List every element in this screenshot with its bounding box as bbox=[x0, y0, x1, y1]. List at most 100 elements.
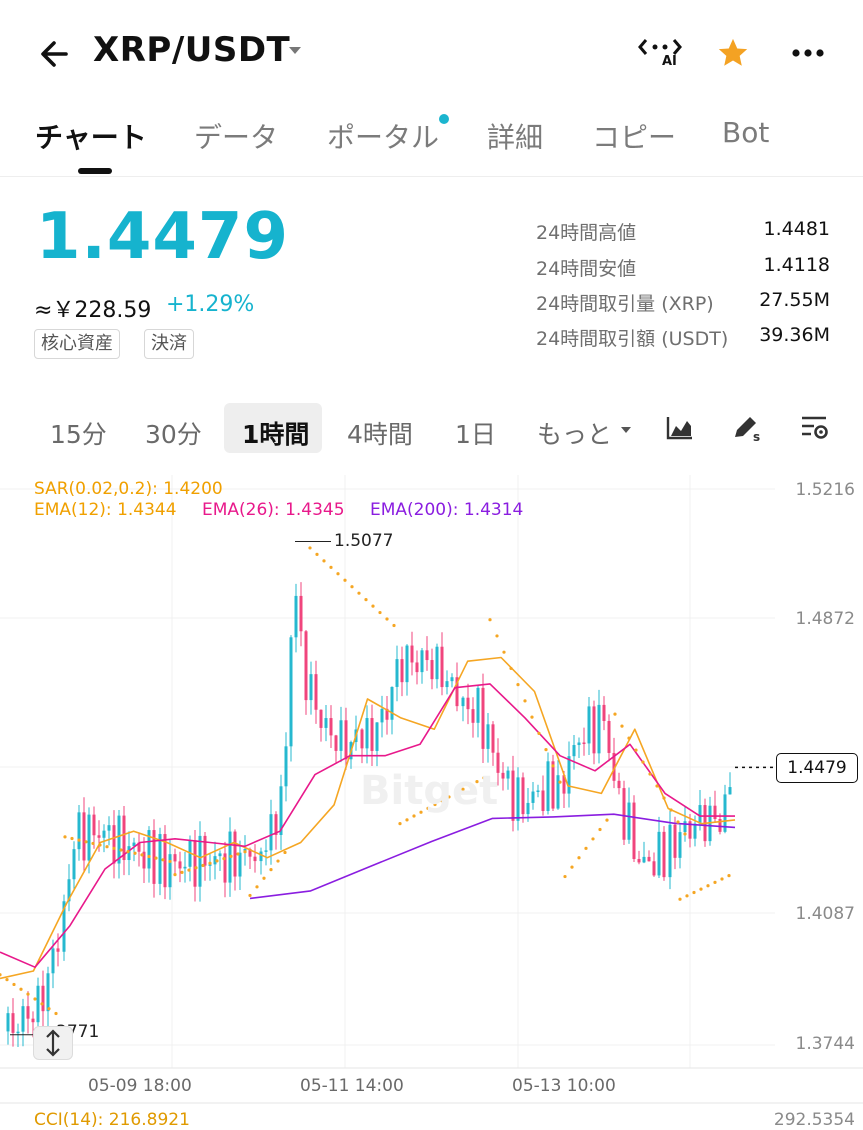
ema12-line bbox=[0, 656, 736, 980]
sar-dot bbox=[236, 852, 240, 856]
ai-assistant-icon[interactable]: AI bbox=[636, 36, 684, 72]
candle-body bbox=[476, 687, 480, 723]
candle-body bbox=[637, 859, 641, 863]
interval-more[interactable]: もっと bbox=[537, 420, 613, 449]
tab-details[interactable]: 詳細 bbox=[487, 121, 544, 154]
legend-sar: SAR(0.02,0.2): 1.4200 bbox=[34, 479, 223, 499]
sar-dot bbox=[12, 982, 16, 987]
sar-dot bbox=[147, 854, 151, 859]
trading-pair-title[interactable]: XRP/USDT bbox=[93, 30, 291, 70]
candle-body bbox=[390, 686, 394, 720]
sar-dot bbox=[371, 604, 375, 608]
sar-dot bbox=[570, 865, 574, 869]
candle-body bbox=[723, 794, 727, 832]
sar-dot bbox=[699, 887, 703, 891]
sar-dot bbox=[509, 666, 513, 671]
candle-body bbox=[652, 861, 656, 876]
interval-4h[interactable]: 4時間 bbox=[347, 420, 413, 449]
sar-dot bbox=[91, 841, 95, 846]
candle-body bbox=[592, 706, 596, 754]
candle-body bbox=[289, 637, 293, 747]
candle-body bbox=[117, 815, 121, 864]
candle-body bbox=[51, 948, 55, 974]
tab-chart[interactable]: チャート bbox=[35, 121, 147, 154]
tab-copy[interactable]: コピー bbox=[592, 121, 677, 154]
candle-body bbox=[582, 742, 586, 745]
sar-dot bbox=[641, 760, 645, 764]
candle-body bbox=[67, 879, 71, 902]
back-arrow-icon[interactable] bbox=[36, 34, 76, 74]
candle-body bbox=[516, 777, 520, 821]
sar-dot bbox=[544, 748, 548, 752]
candle-body bbox=[168, 854, 172, 888]
interval-15m[interactable]: 15分 bbox=[50, 420, 107, 449]
candle-body bbox=[693, 823, 697, 839]
candle-body bbox=[471, 709, 475, 723]
candle-body bbox=[481, 687, 485, 749]
chart-type-icon[interactable] bbox=[665, 414, 695, 442]
sar-dot bbox=[378, 610, 382, 615]
tag-payment[interactable]: 決済 bbox=[144, 329, 194, 359]
candle-body bbox=[339, 720, 343, 751]
candle-body bbox=[26, 1006, 30, 1019]
interval-30m[interactable]: 30分 bbox=[145, 420, 202, 449]
candle-body bbox=[617, 780, 621, 789]
drawing-tool-icon[interactable]: s bbox=[731, 413, 763, 443]
tab-data[interactable]: データ bbox=[194, 121, 279, 154]
sar-dot bbox=[215, 859, 219, 863]
tag-core-asset[interactable]: 核心資産 bbox=[34, 329, 120, 359]
ema26-line bbox=[0, 683, 735, 968]
more-options-icon[interactable] bbox=[790, 38, 826, 68]
candle-body bbox=[248, 849, 252, 857]
candle-body bbox=[198, 835, 202, 887]
candle-body bbox=[562, 775, 566, 794]
candle-body bbox=[259, 851, 263, 862]
sar-dot bbox=[47, 1007, 51, 1011]
candle-body bbox=[127, 846, 131, 861]
sar-dot bbox=[563, 874, 567, 879]
sar-dot bbox=[322, 559, 326, 563]
candle-body bbox=[274, 814, 278, 835]
expand-chart-button[interactable] bbox=[33, 1026, 73, 1060]
favorite-star-icon[interactable] bbox=[715, 36, 751, 70]
stat-value-volume: 27.55M bbox=[759, 289, 830, 311]
candle-body bbox=[496, 752, 500, 773]
sar-dot bbox=[336, 572, 340, 576]
candle-body bbox=[264, 850, 268, 852]
candle-body bbox=[223, 853, 227, 883]
sar-dot bbox=[634, 748, 638, 752]
sar-dot bbox=[419, 810, 423, 814]
candle-body bbox=[279, 786, 283, 835]
tab-bot[interactable]: Bot bbox=[722, 116, 770, 149]
sar-dot bbox=[398, 822, 402, 826]
candle-body bbox=[698, 805, 702, 824]
stat-value-turnover: 39.36M bbox=[759, 324, 830, 346]
active-interval-highlight bbox=[224, 403, 322, 453]
candle-body bbox=[551, 761, 555, 809]
interval-1d[interactable]: 1日 bbox=[455, 420, 496, 449]
more-caret-icon[interactable] bbox=[620, 425, 632, 435]
candle-body bbox=[62, 901, 66, 952]
fiat-price: ≈￥228.59 bbox=[34, 298, 152, 323]
indicator-settings-icon[interactable] bbox=[800, 414, 830, 442]
candle-body bbox=[455, 677, 459, 707]
tab-portal[interactable]: ポータル bbox=[327, 121, 440, 154]
caret-down-icon[interactable] bbox=[287, 44, 303, 56]
sar-dot bbox=[502, 650, 506, 654]
sar-dot bbox=[405, 818, 409, 822]
price-chart[interactable] bbox=[0, 470, 863, 1128]
candlestick-chart[interactable] bbox=[0, 470, 863, 1128]
candle-body bbox=[501, 772, 505, 779]
sar-dot bbox=[19, 987, 23, 991]
stat-label-low: 24時間安値 bbox=[536, 258, 637, 280]
candle-body bbox=[450, 677, 454, 682]
candle-body bbox=[668, 824, 672, 878]
interval-1h[interactable]: 1時間 bbox=[242, 420, 310, 449]
sar-dot bbox=[648, 772, 652, 776]
stat-value-high: 1.4481 bbox=[763, 218, 830, 240]
candle-body bbox=[56, 948, 60, 952]
legend-ema26: EMA(26): 1.4345 bbox=[202, 500, 345, 520]
sar-dot bbox=[262, 876, 266, 880]
sar-dot bbox=[683, 832, 687, 836]
candle-body bbox=[400, 659, 404, 683]
